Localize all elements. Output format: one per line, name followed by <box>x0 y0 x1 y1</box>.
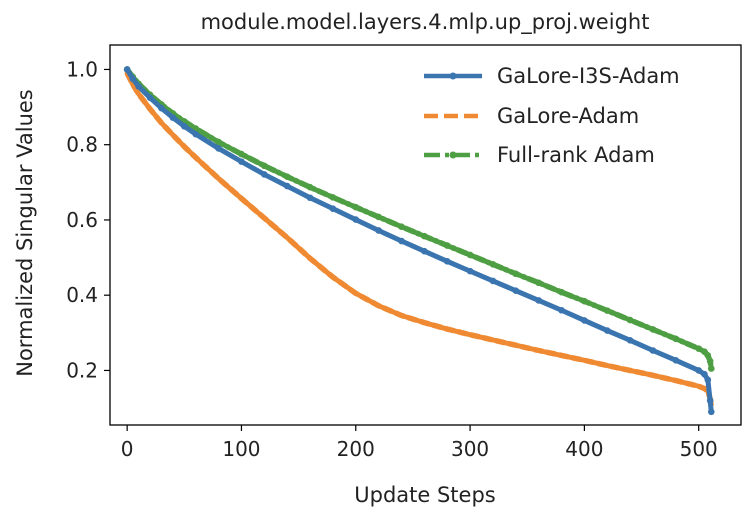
data-point-galore-i3s-adam <box>558 306 565 314</box>
data-point-galore-i3s-adam <box>181 122 188 130</box>
data-point-galore-i3s-adam <box>421 247 428 255</box>
data-point-full-rank-adam <box>558 288 565 296</box>
data-point-full-rank-adam <box>398 223 405 231</box>
x-tick-label: 400 <box>565 437 603 461</box>
data-point-galore-i3s-adam <box>158 104 165 112</box>
data-point-full-rank-adam <box>443 242 451 249</box>
data-point-full-rank-adam <box>329 194 337 201</box>
axes-frame <box>109 44 742 426</box>
data-point-galore-i3s-adam <box>192 130 200 138</box>
data-point-galore-i3s-adam <box>512 287 520 294</box>
data-point-galore-i3s-adam <box>329 205 337 212</box>
y-axis-label: Normalized Singular Values <box>13 89 37 377</box>
legend-label-galore-i3s-adam: GaLore-I3S-Adam <box>497 64 680 88</box>
x-tick-label: 0 <box>121 437 134 461</box>
data-point-galore-i3s-adam <box>581 317 588 324</box>
data-point-galore-i3s-adam <box>626 337 634 344</box>
x-axis-label: Update Steps <box>354 483 495 507</box>
data-point-galore-i3s-adam <box>489 277 497 285</box>
data-point-full-rank-adam <box>215 138 222 146</box>
y-axis: 0.2 0.4 0.6 0.8 1.0 <box>66 57 110 382</box>
series-texture-full-rank-adam <box>124 67 714 369</box>
x-tick-label: 100 <box>222 437 260 461</box>
x-axis: 0 100 200 300 400 500 <box>121 425 718 461</box>
data-point-full-rank-adam <box>672 335 680 343</box>
data-point-full-rank-adam <box>375 213 382 221</box>
data-point-galore-i3s-adam <box>695 367 703 374</box>
data-point-full-rank-adam <box>603 307 611 314</box>
data-point-galore-i3s-adam <box>129 75 137 83</box>
data-point-full-rank-adam <box>706 357 714 365</box>
data-point-galore-i3s-adam <box>707 408 715 416</box>
x-tick-label: 200 <box>337 437 375 461</box>
y-tick-label: 1.0 <box>66 57 98 81</box>
data-point-galore-i3s-adam <box>123 66 131 73</box>
data-point-galore-i3s-adam <box>398 237 405 245</box>
data-point-full-rank-adam <box>489 261 497 268</box>
data-point-full-rank-adam <box>306 183 314 191</box>
plot-area <box>109 44 742 426</box>
data-point-full-rank-adam <box>707 365 715 372</box>
legend: GaLore-I3S-Adam GaLore-Adam Full-rank Adam <box>424 64 680 167</box>
data-point-galore-i3s-adam <box>261 171 268 178</box>
data-point-full-rank-adam <box>238 150 245 158</box>
data-point-galore-i3s-adam <box>672 356 680 364</box>
data-point-galore-i3s-adam <box>215 145 222 152</box>
data-point-full-rank-adam <box>283 173 291 180</box>
series-texture-galore-adam <box>124 71 714 405</box>
data-point-full-rank-adam <box>466 251 474 259</box>
data-point-galore-i3s-adam <box>535 297 542 304</box>
data-point-full-rank-adam <box>626 316 634 324</box>
data-point-galore-i3s-adam <box>238 158 245 165</box>
data-point-galore-i3s-adam <box>704 376 712 384</box>
data-point-full-rank-adam <box>352 203 360 211</box>
data-point-galore-i3s-adam <box>169 114 177 121</box>
x-tick-label: 300 <box>451 437 489 461</box>
data-point-galore-i3s-adam <box>701 370 708 378</box>
data-point-galore-i3s-adam <box>352 216 360 223</box>
y-tick-label: 0.6 <box>66 208 98 232</box>
legend-marker-galore-i3s-adam <box>449 72 457 80</box>
series-line-galore-i3s-adam <box>124 66 714 415</box>
legend-label-galore-adam: GaLore-Adam <box>497 104 639 128</box>
data-point-full-rank-adam <box>261 162 268 170</box>
y-tick-label: 0.2 <box>66 358 98 382</box>
data-point-full-rank-adam <box>512 270 520 278</box>
data-point-galore-i3s-adam <box>146 94 154 101</box>
y-tick-label: 0.4 <box>66 283 98 307</box>
data-point-full-rank-adam <box>421 232 428 240</box>
data-point-galore-i3s-adam <box>443 258 451 265</box>
data-point-full-rank-adam <box>695 345 703 352</box>
x-tick-label: 500 <box>680 437 718 461</box>
data-point-full-rank-adam <box>704 352 712 359</box>
data-point-galore-i3s-adam <box>603 327 611 334</box>
data-point-galore-i3s-adam <box>306 194 314 202</box>
data-point-galore-i3s-adam <box>706 397 714 404</box>
data-point-galore-i3s-adam <box>283 182 291 190</box>
y-tick-label: 0.8 <box>66 133 98 157</box>
data-point-full-rank-adam <box>535 279 542 287</box>
data-point-galore-i3s-adam <box>466 267 474 275</box>
legend-label-full-rank-adam: Full-rank Adam <box>497 143 655 167</box>
chart-title: module.model.layers.4.mlp.up_proj.weight <box>201 10 650 35</box>
data-point-full-rank-adam <box>581 297 588 305</box>
data-point-galore-i3s-adam <box>375 227 382 234</box>
data-point-galore-i3s-adam <box>649 347 657 354</box>
data-point-galore-i3s-adam <box>135 83 142 90</box>
data-point-full-rank-adam <box>649 326 657 333</box>
legend-marker-full-rank-adam <box>449 151 457 159</box>
